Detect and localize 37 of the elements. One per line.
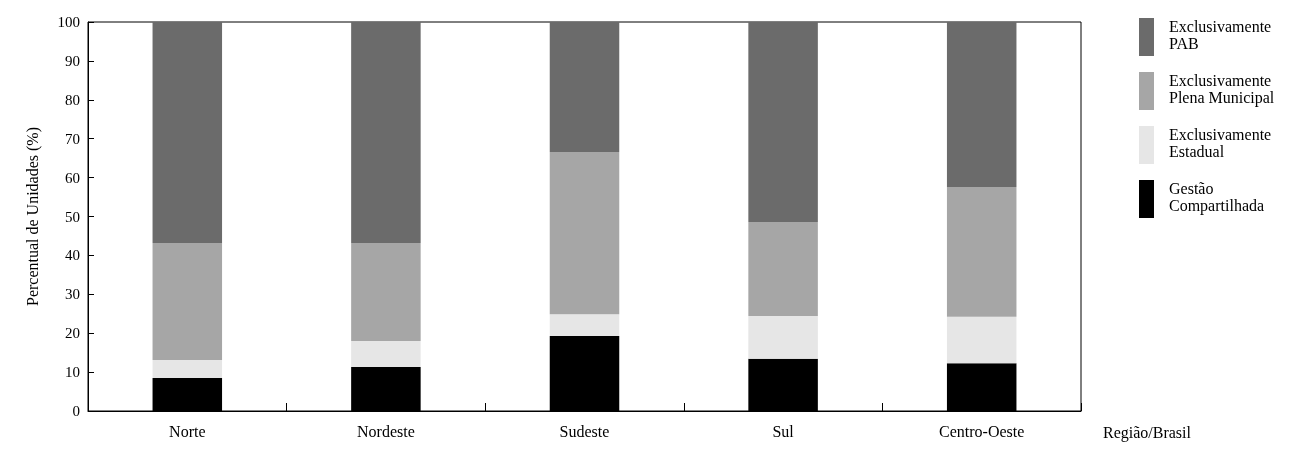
y-tick-label: 30 bbox=[65, 286, 80, 303]
x-tick-label: Norte bbox=[169, 422, 206, 440]
x-axis-title: Região/Brasil bbox=[1103, 423, 1192, 442]
x-tick-label: Nordeste bbox=[357, 422, 415, 440]
bar bbox=[946, 316, 1017, 364]
y-axis-title: Percentual de Unidades (%) bbox=[23, 126, 42, 307]
legend-label: Exclusivamente Plena Municipal bbox=[1169, 72, 1276, 106]
bar bbox=[152, 242, 223, 361]
bar bbox=[549, 22, 620, 152]
bar bbox=[152, 360, 223, 378]
x-tick-label: Sudeste bbox=[559, 422, 610, 440]
bar bbox=[549, 314, 620, 336]
bar bbox=[152, 22, 223, 243]
y-tick-label: 0 bbox=[72, 403, 80, 419]
bar bbox=[748, 221, 818, 317]
bar bbox=[946, 22, 1017, 187]
y-tick-label: 40 bbox=[65, 247, 80, 264]
bar bbox=[748, 22, 818, 222]
bar bbox=[351, 242, 421, 341]
bar bbox=[946, 186, 1017, 317]
y-tick-label: 80 bbox=[65, 91, 80, 108]
legend-label: Exclusivamente Estadual bbox=[1169, 126, 1273, 160]
legend-label: Gestão Compartilhada bbox=[1169, 180, 1266, 214]
bar bbox=[748, 316, 818, 359]
bar bbox=[351, 340, 421, 368]
x-tick-label: Centro-Oeste bbox=[939, 422, 1025, 440]
y-tick-label: 50 bbox=[65, 208, 80, 225]
y-tick-label: 90 bbox=[65, 52, 80, 69]
x-tick-label: Sul bbox=[772, 422, 795, 440]
y-tick-label: 20 bbox=[65, 325, 80, 342]
y-tick-label: 70 bbox=[65, 130, 80, 147]
bar bbox=[351, 22, 421, 243]
y-tick-label: 10 bbox=[65, 364, 80, 381]
legend-label: Exclusivamente PAB bbox=[1169, 18, 1273, 52]
y-tick-label: 100 bbox=[57, 14, 80, 30]
y-tick-label: 60 bbox=[65, 169, 80, 186]
bar bbox=[549, 151, 620, 315]
